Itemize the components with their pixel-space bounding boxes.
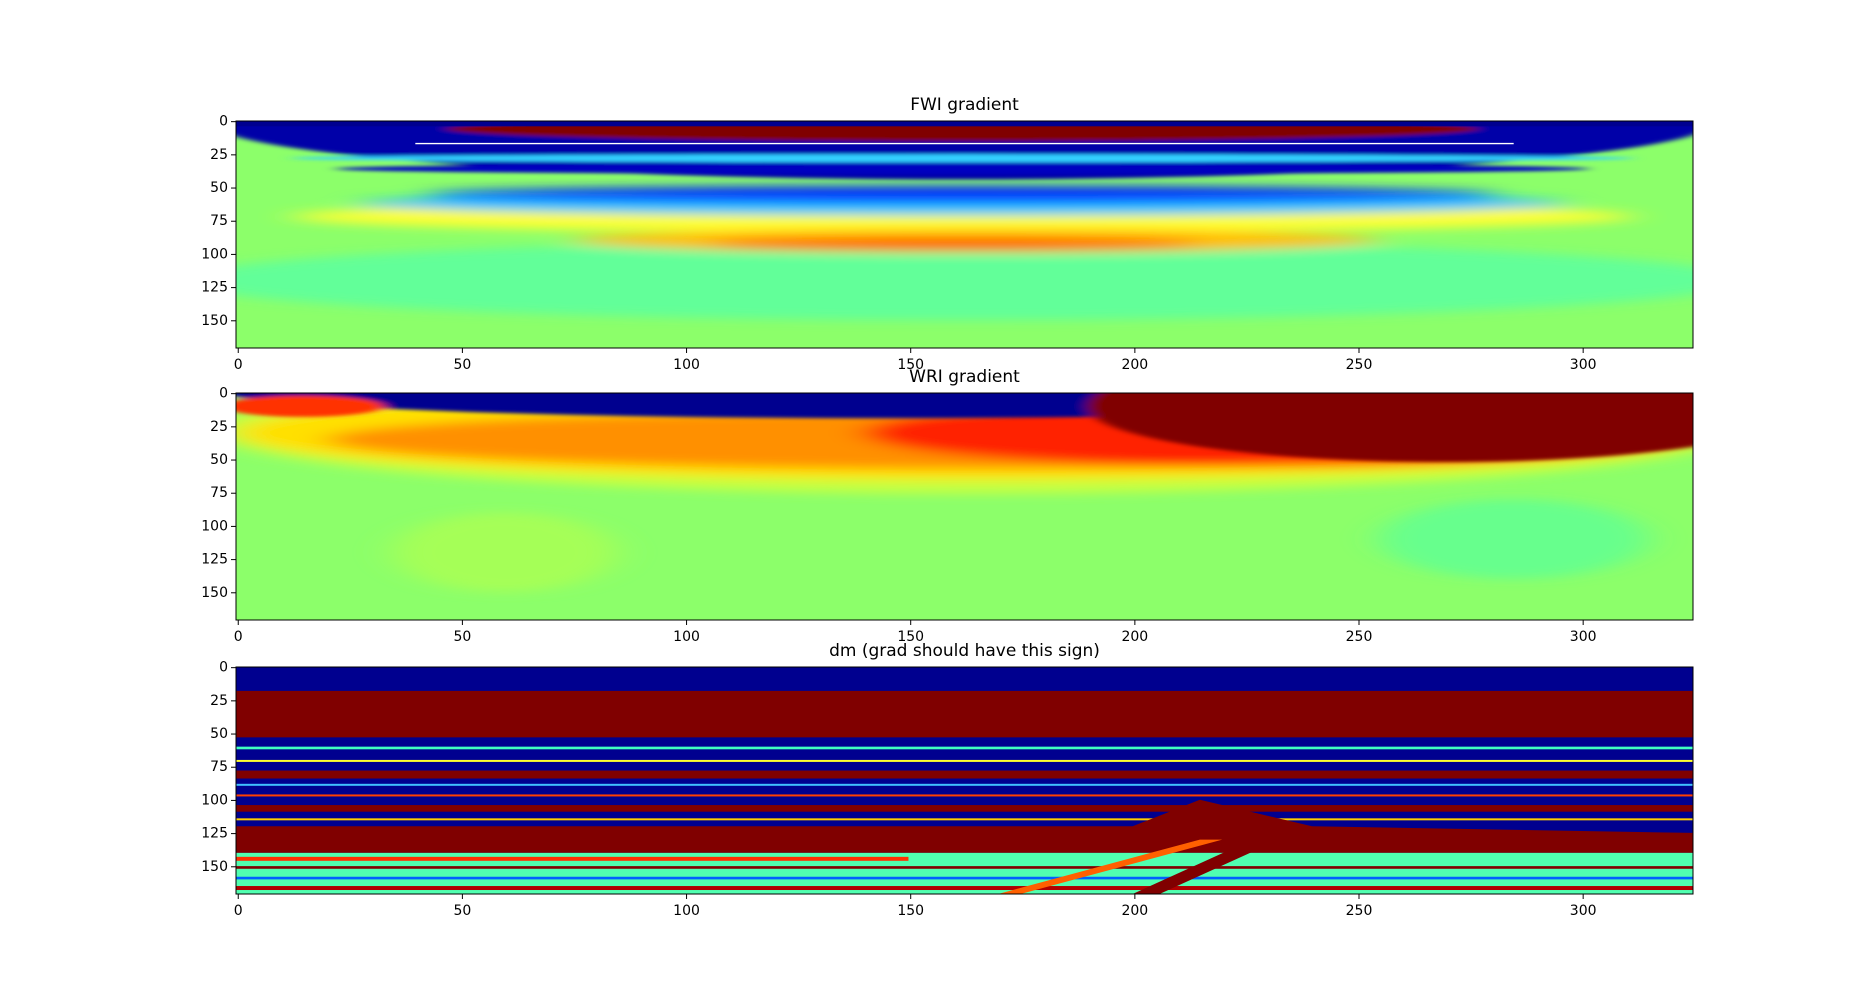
y-tick-label: 75 (210, 485, 228, 501)
y-tick-label: 50 (210, 452, 228, 468)
y-tick-label: 25 (210, 693, 228, 709)
axes-frame (235, 666, 1694, 895)
x-tick-label: 150 (897, 903, 924, 919)
x-tick-label: 0 (234, 357, 243, 373)
y-tick-label: 0 (219, 386, 228, 402)
y-tick-label: 125 (201, 826, 228, 842)
y-tick-label: 0 (219, 660, 228, 676)
x-tick-label: 200 (1121, 357, 1148, 373)
y-tick-label: 100 (201, 518, 228, 534)
y-tick-label: 125 (201, 280, 228, 296)
x-tick-label: 0 (234, 903, 243, 919)
x-tick-label: 100 (673, 629, 700, 645)
x-tick-label: 250 (1346, 357, 1373, 373)
x-tick-label: 100 (673, 903, 700, 919)
x-tick-label: 150 (897, 629, 924, 645)
y-tick-label: 25 (210, 147, 228, 163)
x-tick-label: 100 (673, 357, 700, 373)
heatmap-image (236, 121, 1693, 348)
y-tick-label: 75 (210, 759, 228, 775)
y-tick-label: 100 (201, 792, 228, 808)
y-tick-label: 50 (210, 726, 228, 742)
y-tick-label: 125 (201, 552, 228, 568)
axes-frame (235, 120, 1694, 349)
x-tick-label: 250 (1346, 903, 1373, 919)
heatmap-image (236, 667, 1693, 894)
x-tick-label: 50 (453, 357, 471, 373)
chart-title: dm (grad should have this sign) (829, 641, 1100, 661)
x-tick-label: 150 (897, 357, 924, 373)
x-tick-label: 0 (234, 629, 243, 645)
y-tick-label: 0 (219, 114, 228, 130)
y-tick-label: 150 (201, 585, 228, 601)
heatmap-image (236, 393, 1693, 620)
y-tick-label: 50 (210, 180, 228, 196)
x-tick-label: 250 (1346, 629, 1373, 645)
chart-title: WRI gradient (909, 367, 1020, 387)
chart-title: FWI gradient (910, 95, 1019, 115)
x-tick-label: 300 (1570, 629, 1597, 645)
y-tick-label: 150 (201, 859, 228, 875)
x-tick-label: 300 (1570, 903, 1597, 919)
x-tick-label: 50 (453, 903, 471, 919)
x-tick-label: 200 (1121, 903, 1148, 919)
y-tick-label: 100 (201, 246, 228, 262)
x-tick-label: 300 (1570, 357, 1597, 373)
y-tick-label: 75 (210, 213, 228, 229)
x-tick-label: 200 (1121, 629, 1148, 645)
axes-frame (235, 392, 1694, 621)
x-tick-label: 50 (453, 629, 471, 645)
y-tick-label: 150 (201, 313, 228, 329)
y-tick-label: 25 (210, 419, 228, 435)
